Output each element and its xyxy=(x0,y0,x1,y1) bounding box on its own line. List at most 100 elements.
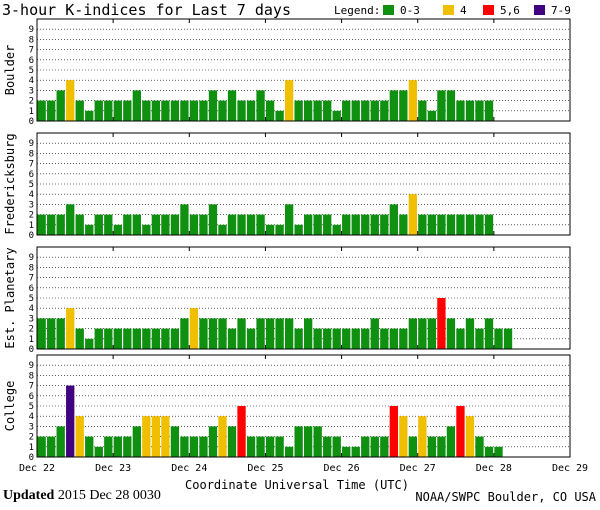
y-tick-label: 0 xyxy=(29,231,34,241)
bar xyxy=(275,318,284,349)
bar xyxy=(304,426,313,457)
bar xyxy=(399,416,408,457)
bar xyxy=(456,328,465,349)
bar xyxy=(218,416,227,457)
bar xyxy=(427,214,437,235)
bar xyxy=(237,100,246,121)
bar xyxy=(56,318,65,349)
legend-entry-2: 5,6 xyxy=(500,4,520,17)
bar xyxy=(142,416,151,457)
bar xyxy=(170,328,180,349)
bar xyxy=(284,204,294,235)
bar xyxy=(265,224,275,235)
bar xyxy=(323,436,332,457)
bar xyxy=(351,328,360,349)
y-tick-label: 0 xyxy=(29,117,34,127)
bar xyxy=(370,100,379,121)
y-tick-label: 7 xyxy=(29,160,34,170)
bar xyxy=(304,214,313,235)
updated-stamp: Updated 2015 Dec 28 0030 xyxy=(3,488,161,504)
bar xyxy=(161,214,170,235)
y-tick-label: 9 xyxy=(29,25,34,35)
bar xyxy=(437,436,446,457)
panel-label: Est. Planetary xyxy=(3,247,17,348)
bar xyxy=(503,328,513,349)
bar xyxy=(380,214,389,235)
bar xyxy=(256,214,265,235)
bar xyxy=(227,90,237,121)
y-tick-label: 0 xyxy=(29,453,34,463)
y-tick-label: 4 xyxy=(29,76,34,86)
bar xyxy=(180,100,189,121)
bar xyxy=(284,80,294,121)
x-axis-ticks: Dec 22 Dec 23 Dec 24 Dec 25 Dec 26 Dec 27 Dec … xyxy=(19,463,588,474)
x-tick-label: Dec 28 xyxy=(476,463,512,474)
x-tick-label: Dec 27 xyxy=(400,463,436,474)
y-tick-label: 9 xyxy=(29,361,34,371)
bar xyxy=(47,436,56,457)
bar xyxy=(208,204,218,235)
bar xyxy=(208,426,218,457)
bar xyxy=(189,100,199,121)
bar xyxy=(408,80,418,121)
y-tick-label: 6 xyxy=(29,56,34,66)
bar xyxy=(113,224,122,235)
bar xyxy=(104,214,113,235)
chart-title: 3-hour K-indices for Last 7 days xyxy=(2,1,291,19)
bar xyxy=(484,100,494,121)
bar xyxy=(304,100,313,121)
y-tick-label: 3 xyxy=(29,86,34,96)
bar xyxy=(37,100,46,121)
bar xyxy=(256,318,265,349)
bar xyxy=(494,446,503,457)
bar xyxy=(437,298,446,349)
bar xyxy=(427,318,437,349)
bar xyxy=(113,328,122,349)
bar xyxy=(446,318,456,349)
bar xyxy=(75,416,84,457)
bar xyxy=(75,328,84,349)
bar xyxy=(85,338,94,349)
bar xyxy=(475,328,484,349)
bar xyxy=(237,406,246,457)
bar xyxy=(189,214,199,235)
bar xyxy=(47,318,56,349)
bar xyxy=(227,426,237,457)
bar xyxy=(161,100,170,121)
y-tick-label: 7 xyxy=(29,382,34,392)
bar xyxy=(408,194,418,235)
bar xyxy=(180,318,189,349)
bar xyxy=(465,214,475,235)
bar xyxy=(123,214,132,235)
bar xyxy=(256,436,265,457)
bar xyxy=(37,436,46,457)
bar xyxy=(380,328,389,349)
x-tick-label: Dec 22 xyxy=(19,463,55,474)
bar xyxy=(484,318,494,349)
bar xyxy=(351,100,360,121)
bar xyxy=(342,446,351,457)
legend-entry-1: 4 xyxy=(460,4,467,17)
bar xyxy=(85,110,94,121)
bar xyxy=(151,100,161,121)
bar xyxy=(456,406,465,457)
bar xyxy=(465,318,475,349)
bar xyxy=(142,224,151,235)
bar xyxy=(427,110,437,121)
legend-swatch-2 xyxy=(483,5,494,15)
bar xyxy=(170,214,180,235)
bar xyxy=(265,318,275,349)
bar xyxy=(170,100,180,121)
bar xyxy=(361,214,370,235)
bar xyxy=(218,224,227,235)
bar xyxy=(56,214,65,235)
bar xyxy=(123,100,132,121)
bar xyxy=(380,100,389,121)
bar xyxy=(408,318,418,349)
legend-entry-3: 7-9 xyxy=(551,4,571,17)
y-tick-label: 6 xyxy=(29,284,34,294)
y-tick-label: 9 xyxy=(29,253,34,263)
legend-label: Legend: xyxy=(334,4,380,17)
bar xyxy=(227,328,237,349)
